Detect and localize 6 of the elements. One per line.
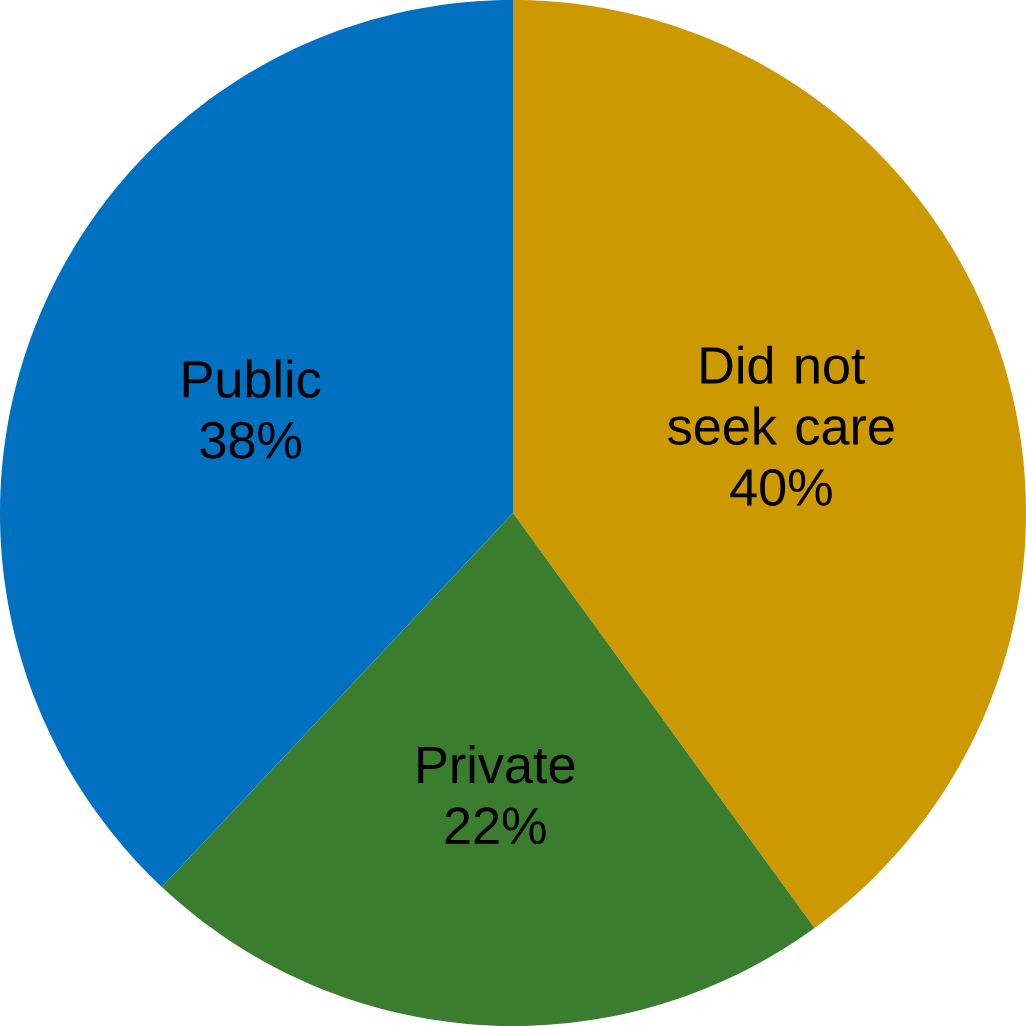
slice-label: Did not seek care	[668, 345, 894, 445]
data-label: 38%	[200, 421, 302, 459]
slice-label: Private	[418, 745, 575, 784]
slice-label: Public	[183, 359, 321, 398]
data-label: 40%	[730, 468, 832, 506]
data-label: 22%	[445, 807, 546, 845]
